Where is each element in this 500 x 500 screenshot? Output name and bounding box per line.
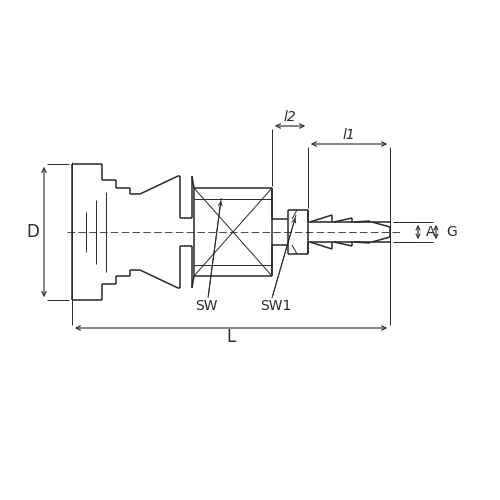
Text: SW1: SW1 bbox=[260, 299, 292, 313]
Text: SW: SW bbox=[195, 299, 217, 313]
Text: A: A bbox=[426, 225, 436, 239]
Text: l2: l2 bbox=[284, 110, 296, 124]
Text: D: D bbox=[26, 223, 40, 241]
Text: l1: l1 bbox=[342, 128, 355, 142]
Text: L: L bbox=[226, 328, 235, 346]
Text: G: G bbox=[446, 225, 457, 239]
